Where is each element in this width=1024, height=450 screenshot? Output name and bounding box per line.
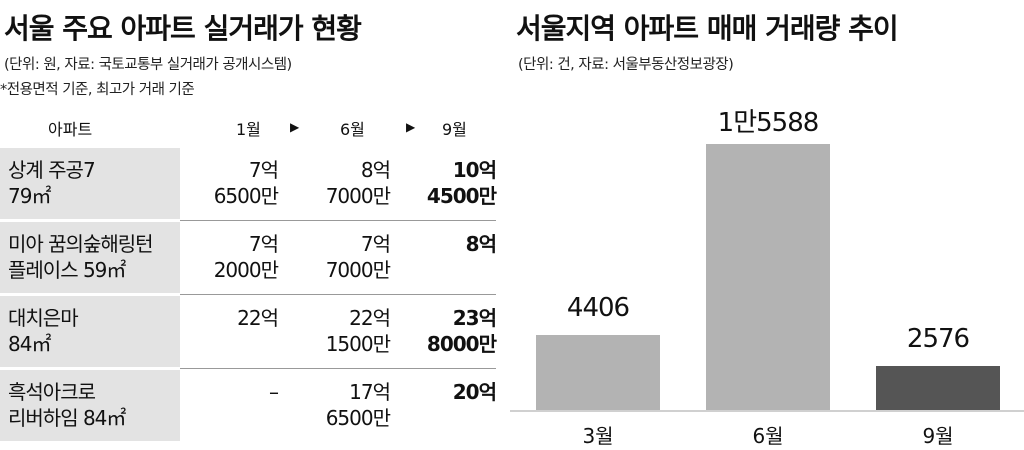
table-title: 서울 주요 아파트 실거래가 현황 xyxy=(4,12,362,45)
volume-chart-panel: 서울지역 아파트 매매 거래량 추이 (단위: 건, 자료: 서울부동산정보광장… xyxy=(510,0,1024,450)
price-jun: 17억 6500만 xyxy=(325,380,391,430)
bar-3 xyxy=(876,366,1000,410)
apartment-name: 미아 꿈의숲해링턴 플레이스 59㎡ xyxy=(0,222,180,293)
price-jun: 7억 7000만 xyxy=(325,232,391,282)
bar-value-label: 2576 xyxy=(906,324,970,354)
price-sep: 23억 8000만 xyxy=(426,306,497,356)
header-sep: 9월 xyxy=(442,120,467,139)
row-divider xyxy=(180,368,496,369)
chart-subtitle: (단위: 건, 자료: 서울부동산정보광장) xyxy=(518,57,734,73)
chart-title: 서울지역 아파트 매매 거래량 추이 xyxy=(516,12,899,45)
table-row: 흑석아크로 리버하임 84㎡ – 17억 6500만 20억 xyxy=(0,370,498,441)
header-jun: 6월 xyxy=(340,120,365,139)
bar-1 xyxy=(536,335,660,410)
table-row: 상계 주공7 79㎡ 7억 6500만 8억 7000만 10억 4500만 xyxy=(0,148,498,221)
row-divider xyxy=(180,294,496,295)
price-sep: 10억 4500만 xyxy=(426,158,497,208)
table-body: 상계 주공7 79㎡ 7억 6500만 8억 7000만 10억 4500만 미아 꿈의… xyxy=(0,148,498,444)
category-label: 3월 xyxy=(582,424,614,448)
category-label: 9월 xyxy=(922,424,954,448)
bar-2 xyxy=(706,144,830,410)
header-jan: 1월 xyxy=(236,120,261,139)
price-sep: 8억 xyxy=(465,232,497,256)
header-apartment: 아파트 xyxy=(48,120,93,139)
price-jun: 22억 1500만 xyxy=(325,306,391,356)
table-note: *전용면적 기준, 최고가 거래 기준 xyxy=(0,82,195,98)
price-table-panel: 서울 주요 아파트 실거래가 현황 (단위: 원, 자료: 국토교통부 실거래가… xyxy=(0,0,498,450)
price-jan: – xyxy=(269,380,279,404)
apartment-name: 상계 주공7 79㎡ xyxy=(0,148,180,219)
category-label: 6월 xyxy=(752,424,784,448)
apartment-name: 흑석아크로 리버하임 84㎡ xyxy=(0,370,180,441)
price-jan: 7억 2000만 xyxy=(213,232,279,282)
panel-divider xyxy=(503,0,505,450)
price-sep: 20억 xyxy=(452,380,497,404)
bar-value-label: 4406 xyxy=(566,293,630,323)
arrow-icon: ▶ xyxy=(290,120,300,134)
apartment-name: 대치은마 84㎡ xyxy=(0,296,180,367)
row-divider xyxy=(180,220,496,221)
table-source: (단위: 원, 자료: 국토교통부 실거래가 공개시스템) xyxy=(4,57,292,73)
arrow-icon: ▶ xyxy=(406,120,416,134)
table-header: 아파트 1월 ▶ 6월 ▶ 9월 xyxy=(0,106,498,146)
chart-baseline xyxy=(510,410,1024,412)
price-jan: 22억 xyxy=(237,306,279,330)
table-row: 대치은마 84㎡ 22억 22억 1500만 23억 8000만 xyxy=(0,296,498,369)
price-jan: 7억 6500만 xyxy=(213,158,279,208)
table-row: 미아 꿈의숲해링턴 플레이스 59㎡ 7억 2000만 7억 7000만 8억 xyxy=(0,222,498,295)
bar-value-label: 1만5588 xyxy=(717,108,820,138)
price-jun: 8억 7000만 xyxy=(325,158,391,208)
